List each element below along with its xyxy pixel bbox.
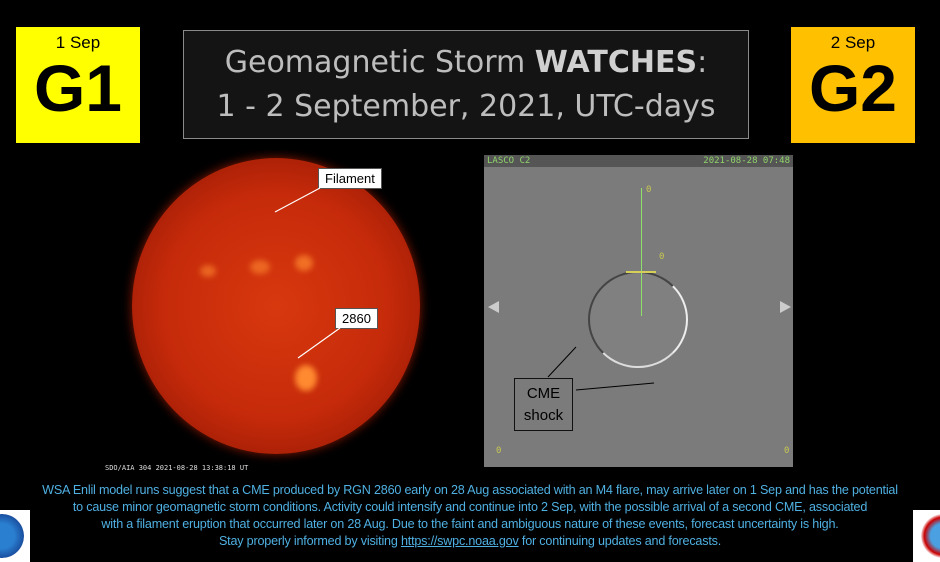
sdo-caption: SDO/AIA 304 2021-08-28 13:38:18 UT bbox=[105, 464, 249, 472]
cme-shock-label: CME shock bbox=[514, 378, 573, 431]
right-arrow-icon bbox=[780, 301, 791, 313]
description-line-4: Stay properly informed by visiting https… bbox=[0, 533, 940, 550]
g2-level: G2 bbox=[808, 51, 898, 125]
marker-mid: 0 bbox=[659, 252, 665, 262]
swpc-link[interactable]: https://swpc.noaa.gov bbox=[400, 534, 519, 548]
lasco-c2-image: LASCO C2 2021-08-28 07:48 0 0 0 0 bbox=[484, 155, 793, 467]
sdo-sun-image: Filament 2860 SDO/AIA 304 2021-08-28 13:… bbox=[100, 150, 461, 478]
description-line-2: to cause minor geomagnetic storm conditi… bbox=[72, 500, 868, 514]
cme-label-line2: shock bbox=[523, 407, 564, 424]
lasco-timestamp: 2021-08-28 07:48 bbox=[703, 156, 790, 166]
forecast-description: WSA Enlil model runs suggest that a CME … bbox=[0, 482, 940, 550]
crosshair-vertical bbox=[641, 188, 642, 316]
description-line-1: WSA Enlil model runs suggest that a CME … bbox=[42, 483, 898, 497]
g1-watch-badge: 1 Sep G1 bbox=[16, 27, 140, 143]
marker-bl: 0 bbox=[496, 446, 502, 456]
title-bold: WATCHES bbox=[534, 45, 698, 80]
cme-label-line1: CME bbox=[526, 385, 561, 402]
title-dates: 1 - 2 September, 2021, UTC-days bbox=[216, 89, 716, 124]
occulter-disk bbox=[588, 271, 688, 368]
left-arrow-icon bbox=[488, 301, 499, 313]
lasco-instrument: LASCO C2 bbox=[487, 156, 531, 166]
description-line-3: with a filament eruption that occurred l… bbox=[101, 517, 839, 531]
filament-label: Filament bbox=[318, 168, 382, 189]
continuing-updates-text: for continuing updates and forecasts. bbox=[518, 534, 722, 548]
g2-date: 2 Sep bbox=[830, 33, 876, 52]
title-colon: : bbox=[697, 45, 708, 80]
noaa-logo bbox=[0, 510, 30, 562]
g1-level: G1 bbox=[33, 51, 123, 125]
title-text: Geomagnetic Storm bbox=[224, 45, 535, 80]
g2-watch-badge: 2 Sep G2 bbox=[791, 27, 915, 143]
nws-logo bbox=[913, 510, 940, 562]
marker-top: 0 bbox=[646, 185, 652, 195]
sun-disk bbox=[132, 158, 420, 454]
crosshair-horizontal bbox=[626, 271, 656, 273]
marker-br: 0 bbox=[784, 446, 790, 456]
lasco-header: LASCO C2 2021-08-28 07:48 bbox=[484, 155, 793, 167]
g1-date: 1 Sep bbox=[55, 33, 101, 52]
stay-informed-text: Stay properly informed by visiting bbox=[218, 534, 401, 548]
page-title: Geomagnetic Storm WATCHES: 1 - 2 Septemb… bbox=[183, 30, 749, 139]
region-label: 2860 bbox=[335, 308, 378, 329]
